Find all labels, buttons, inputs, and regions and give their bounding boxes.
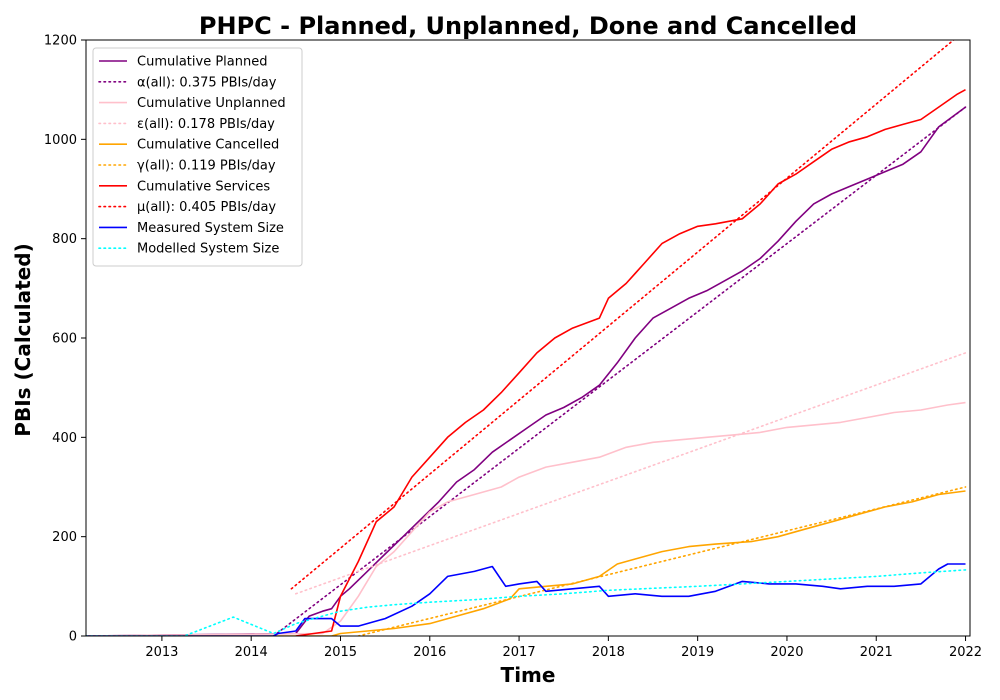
legend-entry-label: μ(all): 0.405 PBIs/day bbox=[137, 200, 276, 215]
series-line-8-all-0-405-pbis-day bbox=[290, 40, 955, 590]
y-tick-label: 800 bbox=[52, 232, 77, 247]
y-tick-label: 600 bbox=[52, 332, 77, 347]
y-tick-label: 400 bbox=[52, 431, 77, 446]
legend: Cumulative Planned α(all): 0.375 PBIs/day… bbox=[92, 47, 303, 267]
x-tick-label: 2018 bbox=[592, 645, 625, 660]
x-axis-label: Time bbox=[501, 663, 556, 687]
x-tick-label: 2021 bbox=[860, 645, 893, 660]
x-tick-label: 2020 bbox=[770, 645, 803, 660]
series-line-3-cumulative-unplanned bbox=[86, 401, 966, 636]
plot-area bbox=[86, 40, 967, 636]
series-line-1-cumulative-planned bbox=[86, 106, 966, 636]
legend-entry-label: ε(all): 0.178 PBIs/day bbox=[137, 117, 275, 132]
legend-entry-label: Modelled System Size bbox=[137, 242, 279, 257]
y-tick-label: 1200 bbox=[44, 34, 77, 49]
legend-entry-label: Cumulative Planned bbox=[137, 55, 267, 70]
legend-entry-label: γ(all): 0.119 PBIs/day bbox=[137, 159, 276, 174]
x-tick-label: 2022 bbox=[949, 645, 982, 660]
x-tick-label: 2013 bbox=[145, 645, 178, 660]
chart-title: PHPC - Planned, Unplanned, Done and Canc… bbox=[199, 12, 857, 40]
series-line-4-all-0-178-pbis-day bbox=[295, 352, 967, 595]
y-tick-label: 0 bbox=[69, 630, 77, 645]
series-line-6-all-0-119-pbis-day bbox=[357, 486, 967, 636]
legend-entry-label: Cumulative Unplanned bbox=[137, 96, 286, 111]
x-tick-label: 2016 bbox=[413, 645, 446, 660]
legend-entry-label: Cumulative Cancelled bbox=[137, 138, 279, 153]
y-tick-label: 200 bbox=[52, 530, 77, 545]
x-tick-label: 2014 bbox=[235, 645, 268, 660]
y-axis-label: PBIs (Calculated) bbox=[11, 243, 35, 436]
series-line-7-cumulative-services bbox=[295, 88, 966, 636]
legend-entry-label: Measured System Size bbox=[137, 221, 284, 236]
series-line-2-all-0-375-pbis-day bbox=[272, 106, 967, 636]
x-tick-label: 2017 bbox=[503, 645, 536, 660]
legend-box bbox=[92, 47, 303, 267]
y-tick-label: 1000 bbox=[44, 133, 77, 148]
x-tick-label: 2019 bbox=[681, 645, 714, 660]
legend-entry-label: α(all): 0.375 PBIs/day bbox=[137, 75, 277, 90]
x-tick-label: 2015 bbox=[324, 645, 357, 660]
legend-entry-label: Cumulative Services bbox=[137, 179, 270, 194]
series-line-10-modelled-system-size bbox=[86, 569, 967, 636]
axes: 2013 2014 2015 2016 2017 2018 2019 2020 2021 2022… bbox=[44, 34, 982, 661]
series-line-5-cumulative-cancelled bbox=[86, 490, 966, 636]
series-line-9-measured-system-size bbox=[86, 563, 966, 636]
